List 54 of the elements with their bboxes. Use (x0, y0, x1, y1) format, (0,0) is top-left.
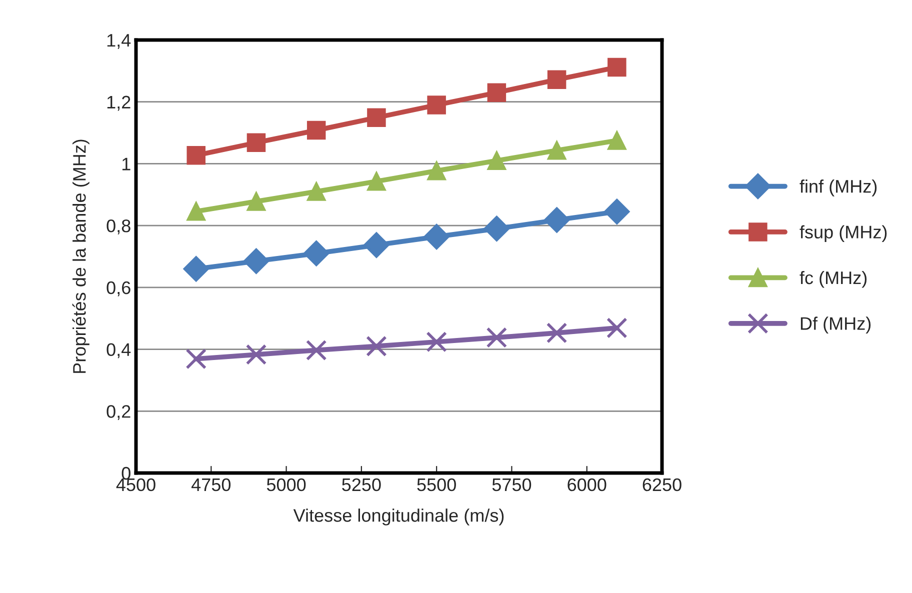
y-tick-label: 0,8 (106, 220, 130, 234)
point (186, 202, 206, 221)
point (246, 192, 266, 211)
point (427, 96, 446, 114)
point (547, 141, 566, 160)
x-tick-label: 6250 (642, 478, 682, 492)
point (546, 322, 568, 344)
x-tick-label: 5750 (492, 478, 532, 492)
x-axis-title: Vitesse longitudinale (m/s) (293, 508, 504, 526)
point (367, 172, 386, 191)
point (183, 256, 209, 282)
legend-label: Df (MHz) (800, 316, 871, 334)
point (366, 336, 387, 357)
y-tick-label: 0,6 (106, 281, 130, 296)
point (484, 216, 510, 242)
point (487, 83, 506, 102)
x-tick-label: 5500 (417, 478, 456, 492)
point (426, 331, 447, 352)
point (427, 161, 446, 180)
y-tick-label: 0 (122, 466, 130, 480)
point (486, 327, 508, 348)
point (186, 348, 207, 370)
x-tick-label: 5250 (342, 478, 381, 492)
x-tick-label: 4500 (116, 478, 156, 492)
y-tick-label: 1 (122, 158, 130, 170)
x-tick-label: 6000 (568, 478, 606, 492)
point (246, 344, 267, 365)
y-tick-label: 0,2 (106, 405, 130, 420)
legend-label: fsup (MHz) (800, 225, 887, 242)
point (487, 151, 506, 170)
point (424, 224, 450, 250)
point (547, 70, 566, 89)
point (604, 198, 630, 224)
point (606, 318, 628, 338)
point (186, 146, 206, 165)
point (306, 340, 327, 361)
point (304, 240, 330, 266)
point (544, 207, 570, 233)
point (367, 108, 386, 128)
y-axis-title: Propriétés de la bande (MHz) (72, 140, 90, 373)
point (306, 182, 326, 201)
x-tick-label: 5000 (266, 478, 306, 492)
y-tick-label: 1,2 (107, 96, 130, 111)
legend-label: finf (MHz) (800, 180, 877, 196)
y-tick-label: 0,4 (106, 343, 131, 358)
legend-label: fc (MHz) (800, 270, 867, 288)
point (246, 133, 266, 152)
point (306, 120, 326, 140)
x-tick-label: 4750 (191, 478, 231, 492)
point (364, 232, 390, 258)
point (243, 248, 270, 274)
point (608, 131, 626, 150)
point (608, 58, 626, 77)
y-tick-label: 1,4 (107, 34, 131, 49)
